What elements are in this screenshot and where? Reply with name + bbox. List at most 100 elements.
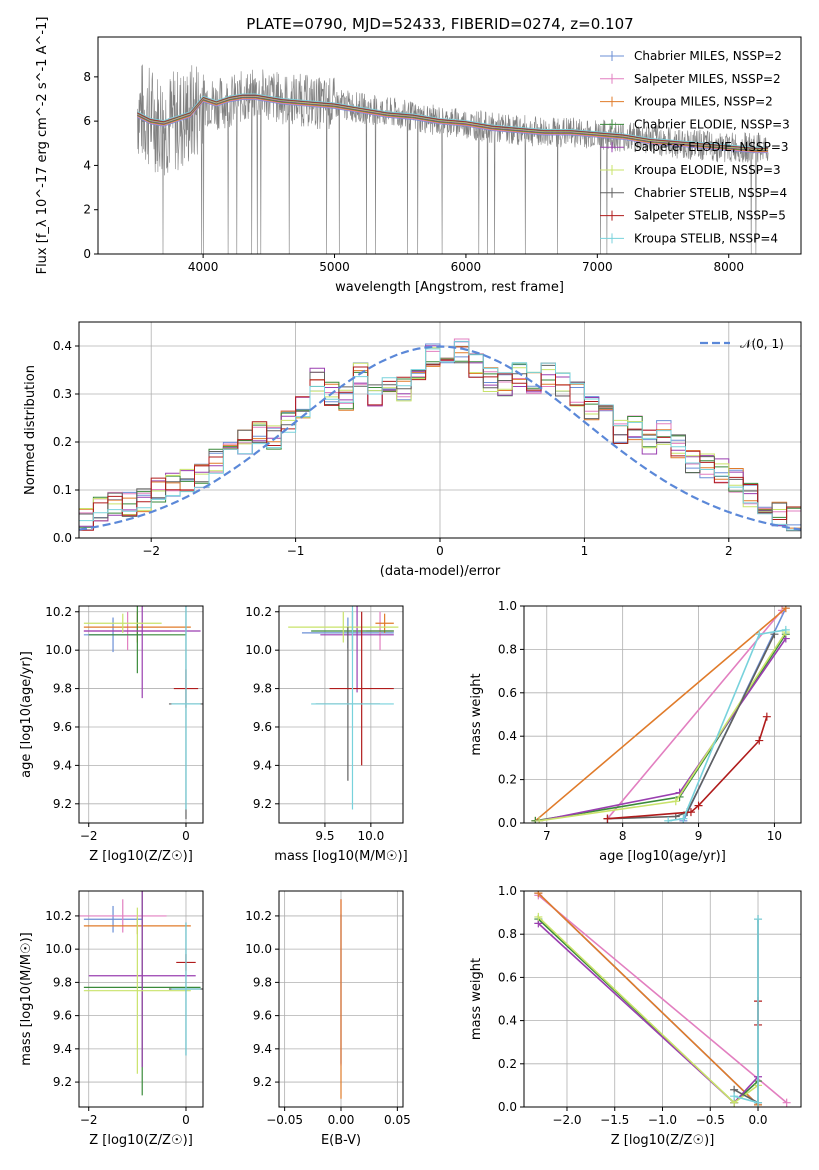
y-tick-label: 0.4 <box>498 729 517 743</box>
y-tick-label: 0.0 <box>53 531 72 545</box>
weight-vs-z-panel: −2.0 −1.5 −1.0 −0.5 0.0 0.0 0.2 0.4 0.6 0.8 1.0 Z [… <box>469 884 802 1148</box>
y-tick-label: 0.6 <box>498 686 517 700</box>
mass-weight-line <box>607 716 768 820</box>
x-axis-label: E(B-V) <box>321 1133 361 1148</box>
figure-title: PLATE=0790, MJD=52433, FIBERID=0274, z=0… <box>246 15 633 33</box>
plot-area <box>137 64 769 254</box>
y-tick-label: 9.2 <box>253 1075 272 1089</box>
axes-frame <box>97 36 802 255</box>
model-spectrum-line <box>137 93 769 148</box>
x-tick-label: −2.0 <box>552 1113 581 1127</box>
spectrum-panel: 4000 5000 6000 7000 8000 0 2 4 6 8 wavelength [Ang… <box>35 17 802 295</box>
y-tick-label: 9.2 <box>253 797 272 811</box>
x-axis-label: mass [log10(M/M☉)] <box>274 849 407 864</box>
plot-area <box>531 606 790 823</box>
mass-weight-marker <box>534 891 543 898</box>
y-tick-label: 9.6 <box>253 720 272 734</box>
y-tick-label: 9.2 <box>53 1075 72 1089</box>
y-tick-label: 9.6 <box>253 1009 272 1023</box>
y-tick-label: 0.2 <box>53 435 72 449</box>
x-tick-label: 8 <box>619 829 627 843</box>
residuals-panel: −2 −1 0 1 2 0.0 0.1 0.2 0.3 0.4 (data-model)/error… <box>23 321 802 579</box>
x-tick-label: −2 <box>80 1113 98 1127</box>
histogram-step <box>79 340 801 531</box>
y-tick-label: 10.0 <box>45 643 72 657</box>
x-tick-label: 9 <box>695 829 703 843</box>
mass-weight-marker <box>754 1098 763 1107</box>
y-tick-label: 9.4 <box>53 758 72 772</box>
weight-vs-age-panel: 7 8 9 10 0.0 0.2 0.4 0.6 0.8 1.0 age [log10(age/yr… <box>469 599 802 864</box>
data-spectrum-line <box>137 64 769 254</box>
y-tick-label: 9.4 <box>253 1042 272 1056</box>
x-tick-label: 4000 <box>188 260 219 274</box>
y-tick-label: 8 <box>83 70 91 84</box>
x-tick-label: −1.0 <box>648 1113 677 1127</box>
plot-area <box>79 338 801 532</box>
y-tick-label: 9.8 <box>253 975 272 989</box>
mass-weight-marker <box>730 1092 739 1101</box>
mass-weight-line <box>607 633 776 820</box>
x-axis-label: age [log10(age/yr)] <box>599 849 726 864</box>
legend-entry: Kroupa STELIB, NSSP=4 <box>634 231 778 245</box>
legend-entry: 𝒩(0, 1) <box>740 337 784 351</box>
mass-weight-line <box>534 607 787 822</box>
legend-entry: Chabrier STELIB, NSSP=4 <box>634 186 787 200</box>
x-tick-label: 0 <box>182 829 190 843</box>
legend-entry: Kroupa MILES, NSSP=2 <box>634 95 773 109</box>
y-axis-label: Flux [f_λ 10^-17 erg cm^-2 s^-1 A^-1] <box>35 17 50 275</box>
mass-weight-marker <box>534 912 543 921</box>
x-tick-label: 7000 <box>582 260 613 274</box>
y-tick-label: 0.6 <box>498 970 517 984</box>
plot-area <box>83 606 203 820</box>
legend-entry: Chabrier ELODIE, NSSP=3 <box>634 117 790 131</box>
age-vs-mass-panel: 9.5 10.0 9.2 9.4 9.6 9.8 10.0 10.2 mass [log10(M… <box>245 605 407 864</box>
mass-weight-marker <box>755 736 764 745</box>
y-tick-label: 1.0 <box>498 599 517 613</box>
x-tick-label: 0.0 <box>748 1113 767 1127</box>
mass-weight-line <box>537 892 759 1106</box>
y-tick-label: 9.8 <box>53 975 72 989</box>
normal-reference-curve <box>79 345 801 531</box>
x-tick-label: 0.00 <box>328 1113 355 1127</box>
x-axis-label: Z [log10(Z/Z☉)] <box>611 1133 715 1148</box>
mass-weight-line <box>537 916 759 1104</box>
mass-weight-marker <box>781 625 790 634</box>
y-axis-label: mass weight <box>469 958 484 1040</box>
y-tick-label: 0.3 <box>53 387 72 401</box>
y-tick-label: 10.2 <box>45 909 72 923</box>
mass-weight-line <box>606 609 783 820</box>
mass-weight-marker <box>603 814 612 823</box>
plot-area <box>79 891 203 1096</box>
y-tick-label: 10.0 <box>45 942 72 956</box>
x-axis-label: Z [log10(Z/Z☉)] <box>89 1133 193 1148</box>
mass-weight-line <box>537 894 788 1104</box>
mass-vs-z-panel: −2 0 9.2 9.4 9.6 9.8 10.0 10.2 Z [log10(Z/Z☉)] ma… <box>19 890 204 1148</box>
mass-weight-line <box>539 638 787 822</box>
y-tick-label: 9.8 <box>253 682 272 696</box>
mass-weight-marker <box>755 630 764 639</box>
mass-weight-marker <box>679 814 688 823</box>
axes-frame <box>78 605 204 824</box>
x-tick-label: 10 <box>767 829 782 843</box>
x-axis-label: wavelength [Angstrom, rest frame] <box>335 280 564 295</box>
x-tick-label: 7 <box>543 829 551 843</box>
x-tick-label: 0 <box>436 544 444 558</box>
y-axis-label: mass weight <box>469 673 484 755</box>
y-tick-label: 1.0 <box>498 884 517 898</box>
x-tick-label: −0.5 <box>696 1113 725 1127</box>
y-tick-label: 0.2 <box>498 1057 517 1071</box>
x-tick-label: 2 <box>725 544 733 558</box>
mass-weight-marker <box>781 606 790 613</box>
mass-weight-marker <box>694 801 703 810</box>
mass-weight-marker <box>671 797 680 806</box>
x-tick-label: 5000 <box>319 260 350 274</box>
x-tick-label: −1.5 <box>600 1113 629 1127</box>
y-axis-label: age [log10(age/yr)] <box>19 651 34 778</box>
y-tick-label: 0.4 <box>498 1014 517 1028</box>
x-tick-label: 6000 <box>451 260 482 274</box>
y-tick-label: 10.2 <box>245 605 272 619</box>
y-tick-label: 0.0 <box>498 1100 517 1114</box>
mass-weight-marker <box>535 816 544 823</box>
y-tick-label: 9.6 <box>53 1009 72 1023</box>
